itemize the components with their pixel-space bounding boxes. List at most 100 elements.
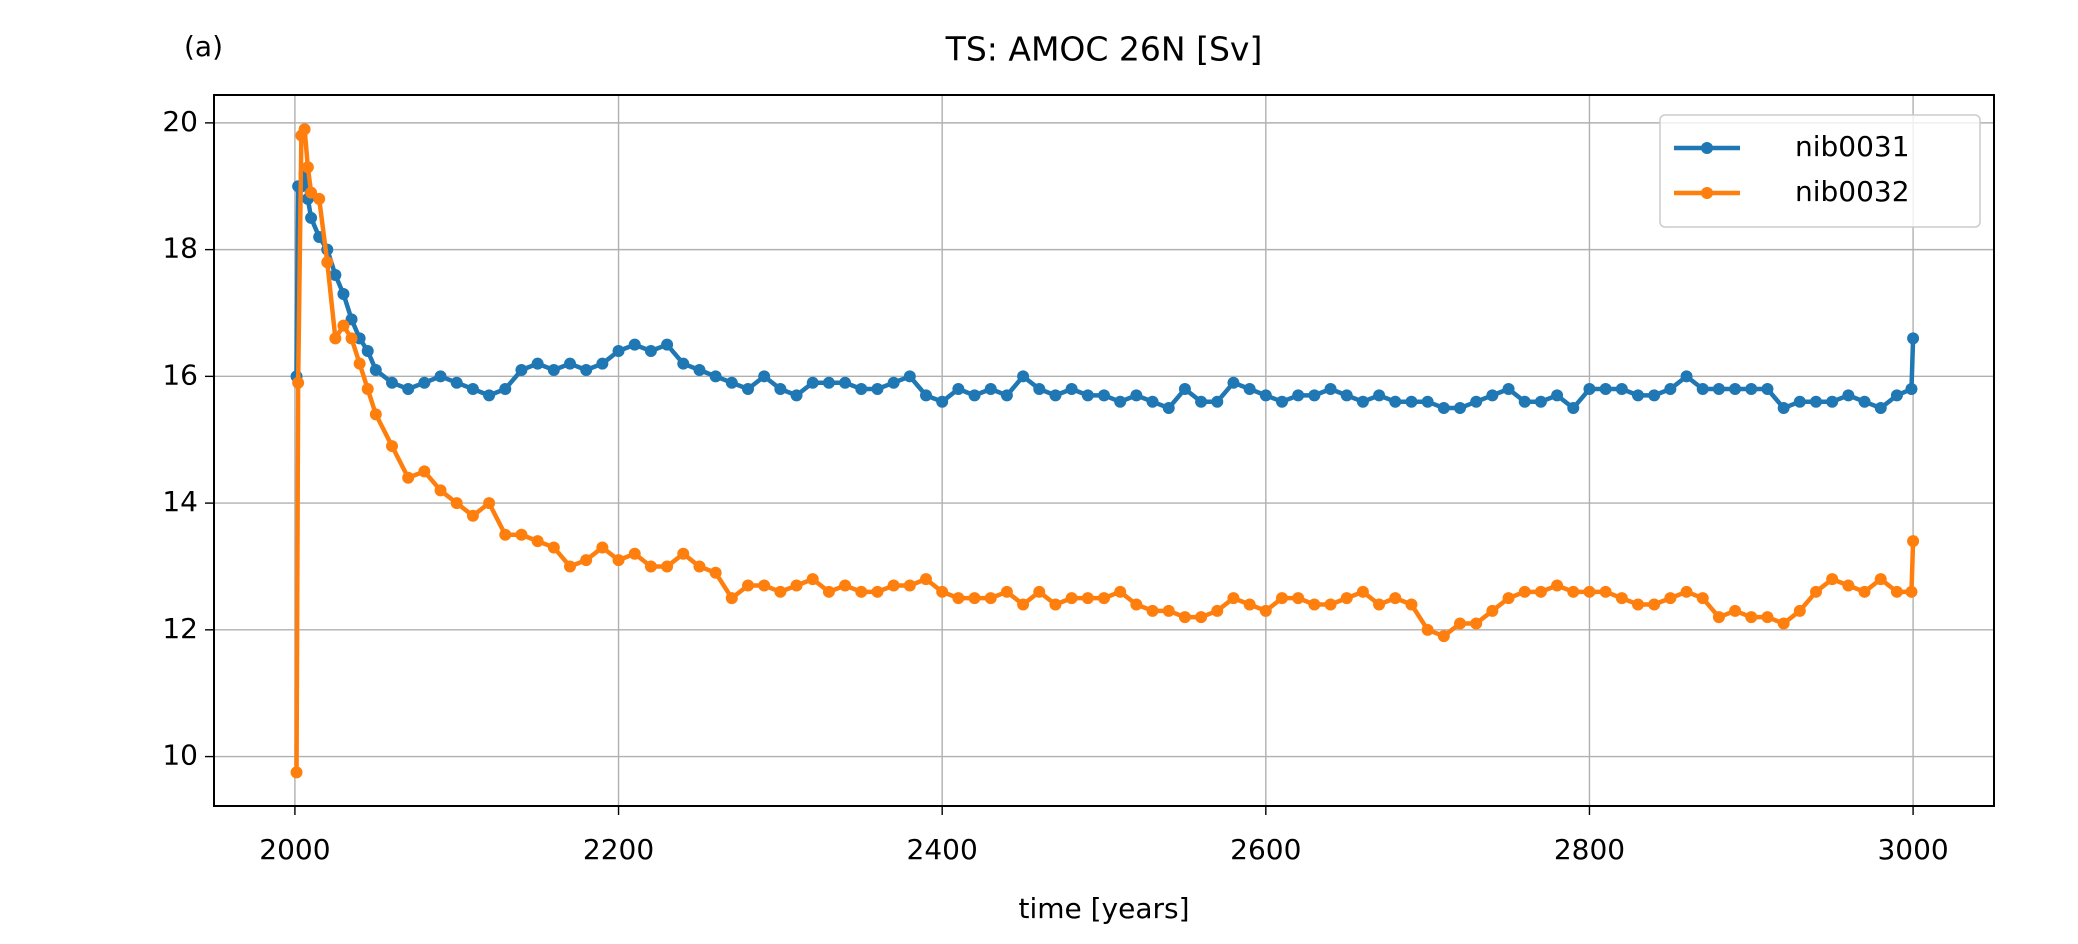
- data-point: [1470, 395, 1483, 408]
- data-point: [1842, 389, 1855, 402]
- data-point: [1518, 395, 1531, 408]
- data-point: [984, 592, 997, 605]
- y-tick-label: 10: [162, 739, 198, 772]
- data-point: [1081, 389, 1094, 402]
- data-point: [806, 573, 819, 586]
- data-point: [580, 364, 593, 377]
- data-point: [822, 376, 835, 389]
- data-point: [1243, 383, 1256, 396]
- x-tick-label: 2600: [1230, 833, 1301, 866]
- data-point: [499, 528, 512, 541]
- data-point: [1567, 402, 1580, 415]
- data-point: [1065, 592, 1078, 605]
- data-point: [677, 547, 690, 560]
- data-point: [402, 471, 415, 484]
- data-point: [903, 370, 916, 383]
- data-point: [596, 357, 609, 370]
- data-point: [920, 389, 932, 402]
- data-point: [353, 357, 366, 370]
- data-point: [644, 560, 657, 573]
- data-point: [1632, 389, 1644, 402]
- data-point: [1696, 383, 1709, 396]
- data-point: [855, 585, 868, 598]
- data-point: [1632, 598, 1644, 611]
- data-point: [531, 535, 544, 548]
- data-point: [1178, 383, 1191, 396]
- data-point: [1502, 383, 1515, 396]
- data-point: [822, 585, 835, 598]
- data-point: [968, 389, 981, 402]
- data-point: [418, 465, 431, 478]
- x-tick-label: 2000: [259, 833, 330, 866]
- data-point: [337, 287, 350, 300]
- data-point: [1000, 585, 1013, 598]
- data-point: [1195, 395, 1208, 408]
- data-point: [855, 383, 868, 396]
- data-point: [628, 338, 641, 351]
- data-point: [1890, 585, 1903, 598]
- data-point: [305, 186, 318, 199]
- data-point: [1518, 585, 1531, 598]
- data-point: [345, 313, 358, 326]
- data-point: [774, 585, 787, 598]
- data-point: [1905, 383, 1918, 396]
- data-point: [839, 579, 852, 592]
- data-point: [1793, 604, 1806, 617]
- data-point: [725, 376, 738, 389]
- data-point: [564, 357, 576, 370]
- data-point: [1227, 592, 1240, 605]
- data-point: [887, 579, 900, 592]
- data-point: [483, 389, 496, 402]
- data-point: [806, 376, 819, 389]
- data-point: [1356, 585, 1369, 598]
- data-point: [1243, 598, 1256, 611]
- data-point: [361, 345, 374, 358]
- data-point: [1826, 573, 1839, 586]
- data-point: [1017, 370, 1030, 383]
- data-point: [1810, 395, 1822, 408]
- legend-label: nib0032: [1795, 175, 1910, 208]
- data-point: [1211, 395, 1224, 408]
- data-point: [1842, 579, 1855, 592]
- data-point: [1890, 389, 1903, 402]
- data-point: [1486, 604, 1499, 617]
- data-point: [1907, 535, 1920, 548]
- data-point: [1729, 383, 1742, 396]
- data-point: [1905, 585, 1918, 598]
- data-point: [871, 383, 884, 396]
- data-point: [1437, 402, 1450, 415]
- x-tick-label: 2200: [583, 833, 654, 866]
- data-point: [596, 541, 609, 554]
- data-point: [952, 383, 965, 396]
- data-point: [1114, 585, 1127, 598]
- data-point: [1712, 611, 1725, 624]
- data-point: [1340, 592, 1353, 605]
- legend-box: [1659, 114, 1981, 228]
- data-point: [790, 389, 803, 402]
- data-point: [301, 161, 314, 174]
- data-point: [871, 585, 884, 598]
- y-tick-label: 18: [162, 232, 198, 265]
- x-tick-label: 3000: [1877, 833, 1948, 866]
- data-point: [1373, 389, 1386, 402]
- data-point: [369, 364, 382, 377]
- data-point: [1098, 592, 1110, 605]
- data-point: [1729, 604, 1742, 617]
- y-tick-label: 20: [162, 105, 198, 138]
- data-point: [1486, 389, 1499, 402]
- data-point: [693, 364, 706, 377]
- data-point: [1761, 611, 1774, 624]
- data-point: [1648, 598, 1661, 611]
- data-point: [1437, 630, 1450, 643]
- data-point: [515, 364, 528, 377]
- data-point: [418, 376, 431, 389]
- data-point: [936, 395, 949, 408]
- data-point: [839, 376, 852, 389]
- data-point: [774, 383, 787, 396]
- data-point: [329, 268, 342, 281]
- data-point: [1033, 585, 1046, 598]
- data-point: [369, 408, 382, 421]
- data-point: [1017, 598, 1030, 611]
- data-point: [984, 383, 997, 396]
- data-point: [483, 497, 496, 510]
